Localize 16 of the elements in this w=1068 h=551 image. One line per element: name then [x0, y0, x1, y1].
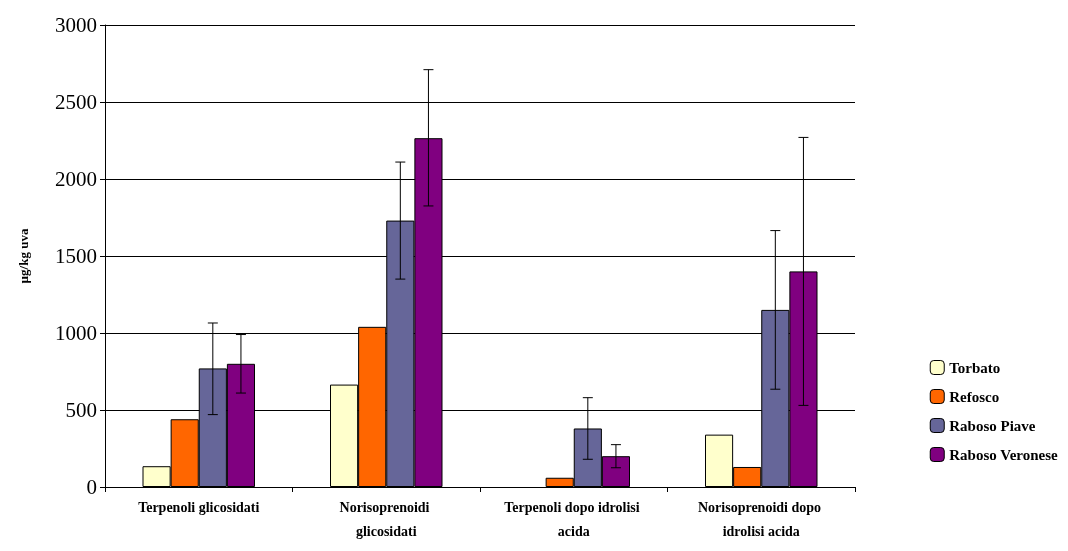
legend-label: Raboso Piave — [949, 417, 1036, 434]
y-tick-label: 1500 — [55, 244, 97, 268]
legend-label: Raboso Veronese — [949, 446, 1059, 463]
y-axis-title: µg/kg uva — [16, 228, 31, 284]
legend-label: Refosco — [949, 388, 1000, 405]
y-tick-label: 2000 — [55, 167, 97, 191]
y-tick-label: 1000 — [55, 321, 97, 345]
x-tick-label: Terpenoli glicosidati — [138, 499, 260, 515]
legend-label: Torbato — [949, 359, 1001, 376]
y-tick-label: 3000 — [55, 13, 97, 37]
x-tick-label: Norisoprenoidi glicosidati — [339, 499, 433, 539]
y-tick-label: 0 — [86, 475, 97, 499]
y-tick-label: 2500 — [55, 90, 97, 114]
y-tick-label: 500 — [65, 398, 97, 422]
x-tick-label: Terpenoli dopo idrolisi acida — [504, 499, 644, 539]
x-tick-label: Norisoprenoidi dopo idrolisi acida — [697, 499, 825, 539]
